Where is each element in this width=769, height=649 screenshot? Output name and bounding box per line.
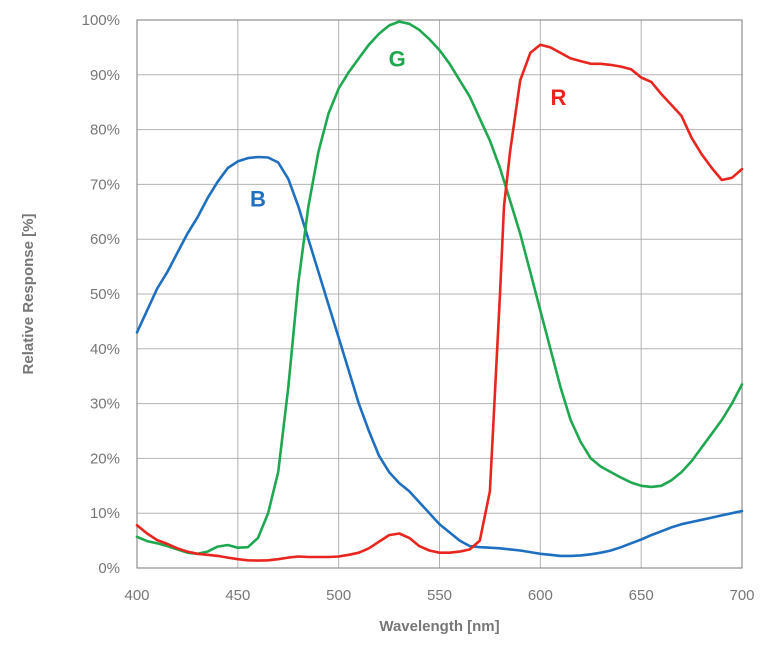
y-tick-label-50: 50% xyxy=(90,286,120,303)
series-labels: B G R xyxy=(250,47,566,212)
y-tick-label-80: 80% xyxy=(90,122,120,139)
x-tick-label-600: 600 xyxy=(528,587,553,604)
y-tick-label-60: 60% xyxy=(90,231,120,248)
y-tick-label-30: 30% xyxy=(90,396,120,413)
x-tick-label-500: 500 xyxy=(326,587,351,604)
x-tick-label-450: 450 xyxy=(225,587,250,604)
x-axis-title: Wavelength [nm] xyxy=(379,618,499,635)
y-tick-label-20: 20% xyxy=(90,450,120,467)
y-axis-title: Relative Response [%] xyxy=(20,214,37,375)
x-tick-label-400: 400 xyxy=(124,587,149,604)
series-line-b xyxy=(135,155,744,558)
y-tick-label-10: 10% xyxy=(90,505,120,522)
y-axis-ticks: 0% 10% 20% 30% 40% 50% 60% 70% 80% 90% 100% xyxy=(82,12,120,577)
x-tick-label-700: 700 xyxy=(729,587,754,604)
series-line-g xyxy=(135,20,744,556)
series-lines xyxy=(135,20,744,562)
x-axis-ticks: 400 450 500 550 600 650 700 xyxy=(124,587,754,604)
y-tick-label-100: 100% xyxy=(82,12,120,29)
y-tick-label-40: 40% xyxy=(90,341,120,358)
x-tick-label-650: 650 xyxy=(629,587,654,604)
x-tick-label-550: 550 xyxy=(427,587,452,604)
y-tick-label-70: 70% xyxy=(90,176,120,193)
y-tick-label-90: 90% xyxy=(90,67,120,84)
plot-frame xyxy=(136,19,743,569)
series-label-r: R xyxy=(551,85,567,110)
y-tick-label-0: 0% xyxy=(98,560,120,577)
series-line-r xyxy=(135,43,744,562)
series-label-g: G xyxy=(389,47,406,72)
series-label-b: B xyxy=(250,186,266,211)
